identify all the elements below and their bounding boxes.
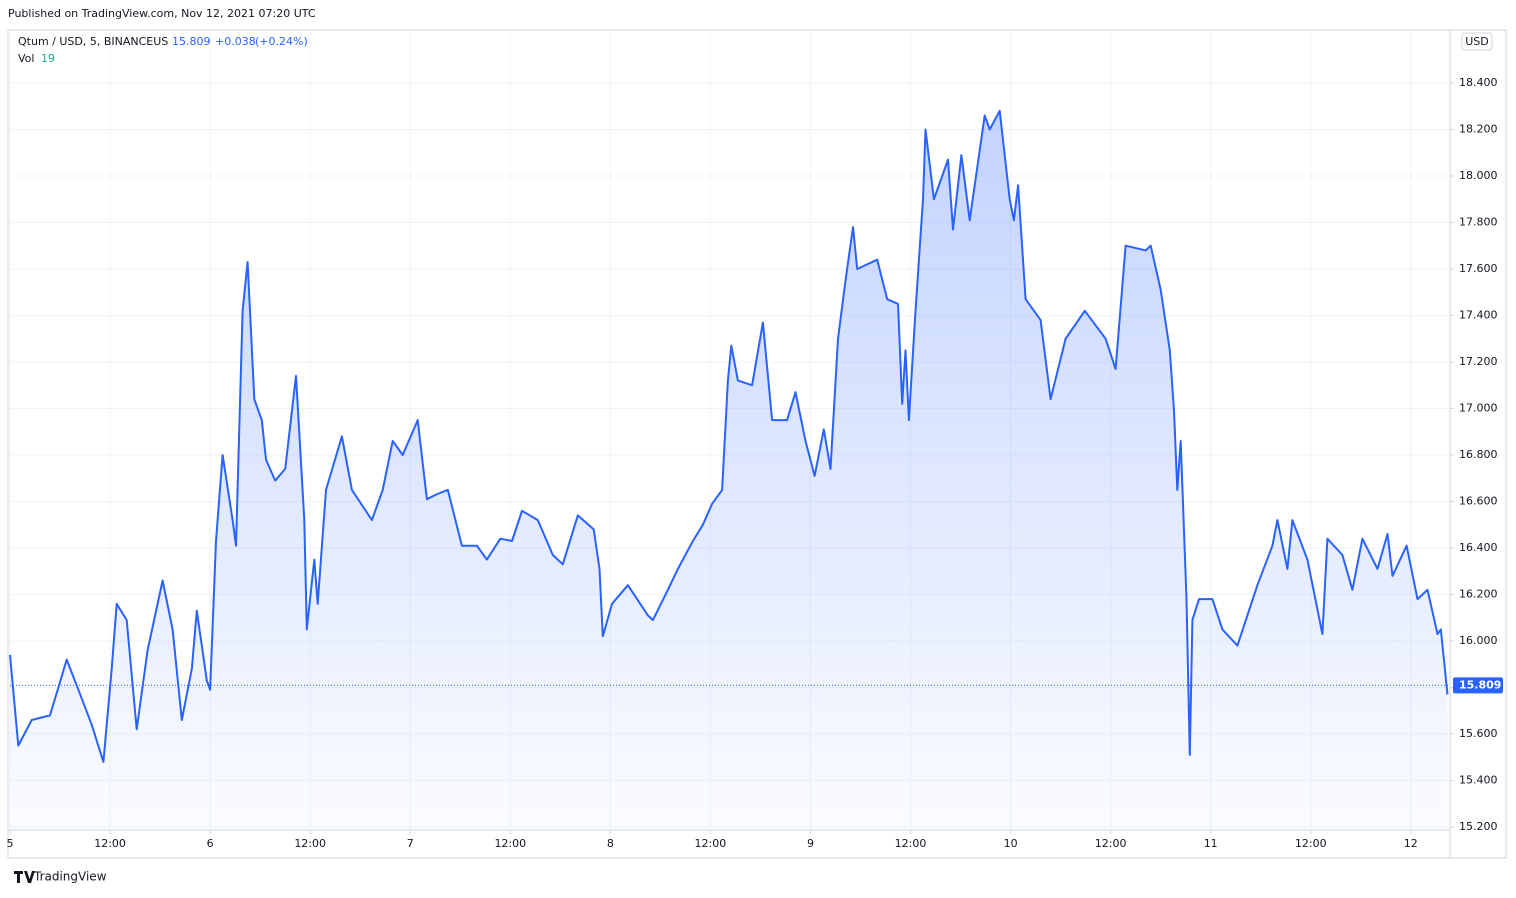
x-tick-label: 12:00 <box>294 837 326 850</box>
x-tick-label: 7 <box>407 837 414 850</box>
y-tick-label: 16.000 <box>1459 634 1498 647</box>
currency[interactable]: USD <box>1465 35 1489 48</box>
y-tick-label: 18.000 <box>1459 169 1498 182</box>
symbol: Qtum / USD, 5, BINANCEUS <box>18 35 168 48</box>
y-tick-label: 18.200 <box>1459 122 1498 135</box>
change: +0.038 <box>215 35 256 48</box>
change-pct: (+0.24%) <box>255 35 308 48</box>
x-tick-label: 8 <box>607 837 614 850</box>
chart-frame <box>7 29 1507 859</box>
y-tick-label: 17.600 <box>1459 262 1498 275</box>
last-price-legend: 15.809 <box>172 35 211 48</box>
x-tick-label: 11 <box>1204 837 1218 850</box>
volume-value: 19 <box>41 52 55 65</box>
plot <box>9 109 1450 830</box>
y-tick-label: 17.200 <box>1459 355 1498 368</box>
y-tick-label: 15.400 <box>1459 773 1498 786</box>
x-tick-label: 12:00 <box>94 837 126 850</box>
last-price-badge <box>1453 677 1503 694</box>
y-tick-label: 18.400 <box>1459 76 1498 89</box>
brand-logo[interactable] <box>14 871 35 883</box>
price-area <box>10 110 1448 830</box>
x-tick-label: 5 <box>7 837 14 850</box>
published-note: Published on TradingView.com, Nov 12, 20… <box>8 7 316 20</box>
y-tick-label: 16.200 <box>1459 587 1498 600</box>
y-tick-label: 17.800 <box>1459 215 1498 228</box>
price-line <box>9 109 1449 763</box>
y-tick-label: 16.400 <box>1459 541 1498 554</box>
y-tick-label: 16.600 <box>1459 494 1498 507</box>
y-tick-label: 15.200 <box>1459 820 1498 833</box>
currency-badge[interactable] <box>1461 32 1493 51</box>
x-tick-label: 12:00 <box>494 837 526 850</box>
x-tick-label: 12:00 <box>1095 837 1127 850</box>
axes: 15.20015.40015.60015.80016.00016.20016.4… <box>7 76 1503 850</box>
x-tick-label: 10 <box>1004 837 1018 850</box>
volume-label: Vol <box>18 52 34 65</box>
brand[interactable]: TradingView <box>33 870 107 884</box>
x-tick-label: 12:00 <box>895 837 927 850</box>
y-tick-label: 17.400 <box>1459 308 1498 321</box>
y-tick-label: 17.000 <box>1459 401 1498 414</box>
y-tick-label: 16.800 <box>1459 448 1498 461</box>
last-price-label: 15.809 <box>1459 678 1501 691</box>
x-tick-label: 12 <box>1404 837 1418 850</box>
x-tick-label: 12:00 <box>1295 837 1327 850</box>
x-tick-label: 6 <box>207 837 214 850</box>
x-tick-label: 12:00 <box>695 837 727 850</box>
y-tick-label: 15.600 <box>1459 727 1498 740</box>
x-tick-label: 9 <box>807 837 814 850</box>
